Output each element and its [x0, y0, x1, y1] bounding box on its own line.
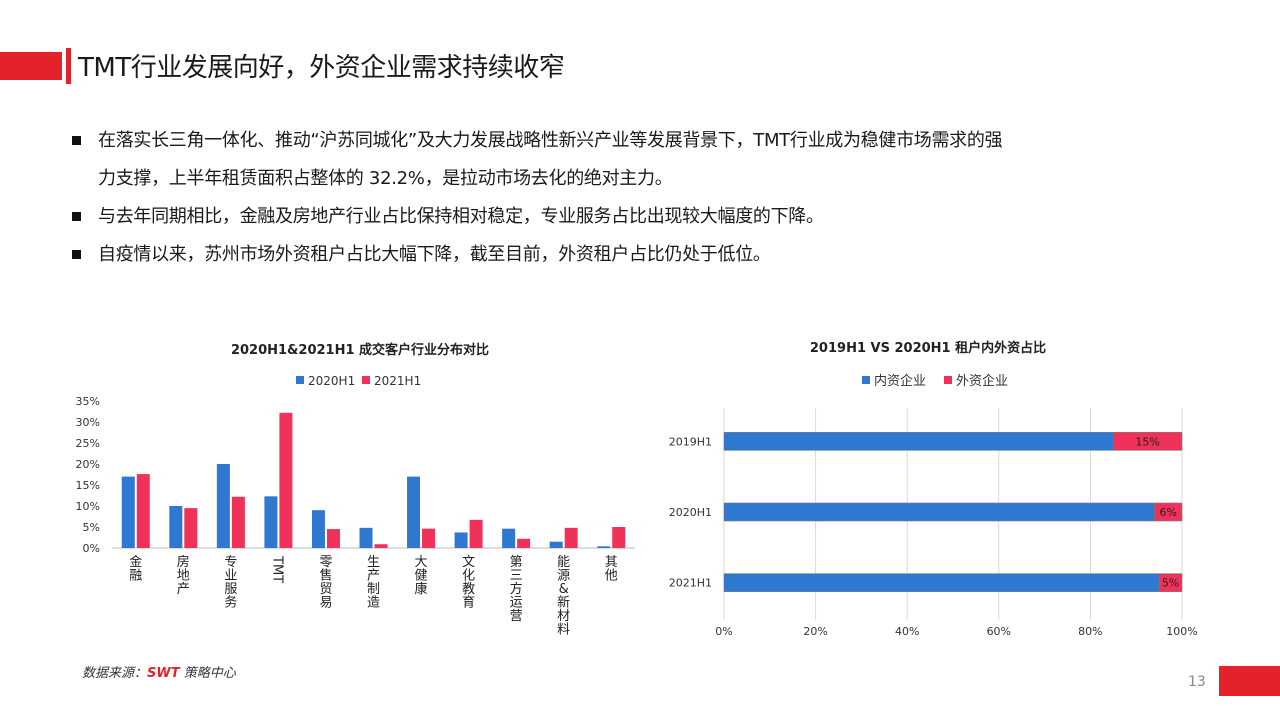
bar: [279, 412, 293, 548]
y-tick-label: 0%: [83, 542, 100, 555]
category-label: 第三方运营: [510, 555, 523, 624]
bar: [502, 528, 516, 548]
category-label: TMT: [269, 555, 284, 583]
chart-title: 2019H1 VS 2020H1 租户内外资占比: [810, 340, 1046, 356]
bar-segment: [723, 573, 1160, 592]
bar: [169, 506, 183, 548]
legend-label: 2021H1: [374, 374, 421, 388]
chart-category-labels: 金融 房地产 专业服务 TMT 零售贸易 生产制造 大健康 文化教育 第三方运营 能源&新材料 其他: [129, 554, 617, 638]
page-title: TMT行业发展向好，外资企业需求持续收窄: [78, 53, 565, 83]
bar: [597, 546, 611, 548]
bar: [264, 496, 278, 548]
bar: [216, 464, 230, 548]
bar: [469, 519, 483, 548]
source-suffix: 策略中心: [179, 666, 236, 681]
chart-legend: 内资企业 外资企业: [862, 373, 1008, 389]
y-tick-label: 30%: [76, 416, 100, 429]
category-label: 零售贸易: [319, 555, 332, 611]
chart-axis: 35% 30% 25% 20% 15% 10% 5% 0%: [76, 395, 635, 555]
y-tick-label: 15%: [76, 479, 100, 492]
chart-title: 2020H1&2021H1 成交客户行业分布对比: [231, 342, 489, 358]
category-label: 能源&新材料: [557, 555, 570, 638]
legend-swatch: [862, 376, 870, 384]
legend-label: 2020H1: [308, 374, 355, 388]
bullet-square-icon: [72, 250, 81, 259]
bar: [517, 538, 531, 548]
bullet-square-icon: [72, 136, 81, 145]
chart-axis-labels: 0% 20% 40% 60% 80% 100% 15% 2019H1 6% 2020H1 5% 202…: [669, 435, 1198, 638]
category-label: 金融: [129, 554, 142, 584]
title-accent-bar: [0, 52, 62, 80]
category-label: 2020H1: [669, 506, 712, 519]
industry-bar-chart: 2020H1&2021H1 成交客户行业分布对比 2020H1 2021H1 35…: [76, 342, 635, 638]
bar: [184, 508, 198, 548]
tenant-origin-chart: 2019H1 VS 2020H1 租户内外资占比 内资企业 外资企业 0% 20% 4…: [669, 340, 1198, 638]
x-tick-label: 60%: [987, 625, 1011, 638]
x-tick-label: 100%: [1166, 625, 1197, 638]
legend-swatch: [362, 376, 370, 384]
y-tick-label: 5%: [83, 521, 100, 534]
bar: [549, 541, 563, 548]
title-accent-mark: [66, 48, 71, 84]
x-tick-label: 80%: [1078, 625, 1102, 638]
footer-accent-bar: [1219, 666, 1280, 696]
chart-bars: [121, 412, 626, 548]
y-tick-label: 25%: [76, 437, 100, 450]
y-tick-label: 20%: [76, 458, 100, 471]
bar: [359, 527, 373, 548]
y-tick-label: 35%: [76, 395, 100, 408]
bullet-text: 自疫情以来，苏州市场外资租户占比大幅下降，截至目前，外资租户占比仍处于低位。: [98, 244, 771, 265]
category-label: 专业服务: [224, 555, 237, 611]
legend-label: 内资企业: [874, 373, 926, 389]
bullet-text: 在落实长三角一体化、推动“沪苏同城化”及大力发展战略性新兴产业等发展背景下，TM…: [98, 130, 1003, 151]
category-label: 房地产: [177, 554, 190, 597]
category-label: 2021H1: [669, 577, 712, 590]
bar: [326, 529, 340, 548]
bullet-text: 力支撑，上半年租赁面积占整体的 32.2%，是拉动市场去化的绝对主力。: [98, 168, 673, 189]
bar: [121, 476, 135, 548]
source-brand: SWT: [147, 666, 180, 681]
bullet-text: 与去年同期相比，金融及房地产行业占比保持相对稳定，专业服务占比出现较大幅度的下降…: [98, 206, 824, 227]
bar-segment: [1112, 432, 1183, 451]
source-prefix: 数据来源：: [82, 666, 148, 681]
data-label: 6%: [1160, 506, 1177, 519]
bar-segment: [723, 432, 1114, 451]
legend-swatch: [944, 376, 952, 384]
bar: [454, 532, 468, 548]
data-label: 15%: [1135, 435, 1159, 448]
category-label: 生产制造: [367, 555, 380, 611]
bar: [564, 527, 578, 548]
bar: [612, 527, 626, 548]
bar: [374, 544, 388, 548]
y-tick-label: 10%: [76, 500, 100, 513]
chart-bars: [723, 432, 1183, 592]
bar-segment: [723, 502, 1155, 522]
chart-legend: 2020H1 2021H1: [296, 374, 421, 388]
x-tick-label: 40%: [895, 625, 919, 638]
bullet-square-icon: [72, 212, 81, 221]
legend-label: 外资企业: [956, 373, 1008, 389]
category-label: 2019H1: [669, 435, 712, 448]
page-number: 13: [1188, 674, 1206, 690]
legend-swatch: [296, 376, 304, 384]
source-note: 数据来源：SWT 策略中心: [82, 662, 236, 681]
x-tick-label: 20%: [803, 625, 827, 638]
x-tick-label: 0%: [715, 625, 732, 638]
bar: [311, 510, 325, 548]
bar-segment: [1154, 502, 1183, 522]
bar: [422, 528, 436, 548]
category-label: 其他: [605, 555, 618, 584]
data-label: 5%: [1162, 577, 1179, 590]
bar-segment: [1158, 573, 1183, 592]
bar: [136, 474, 150, 548]
category-label: 文化教育: [462, 555, 475, 611]
bar: [231, 496, 245, 548]
bar: [407, 476, 421, 548]
category-label: 大健康: [415, 555, 428, 597]
